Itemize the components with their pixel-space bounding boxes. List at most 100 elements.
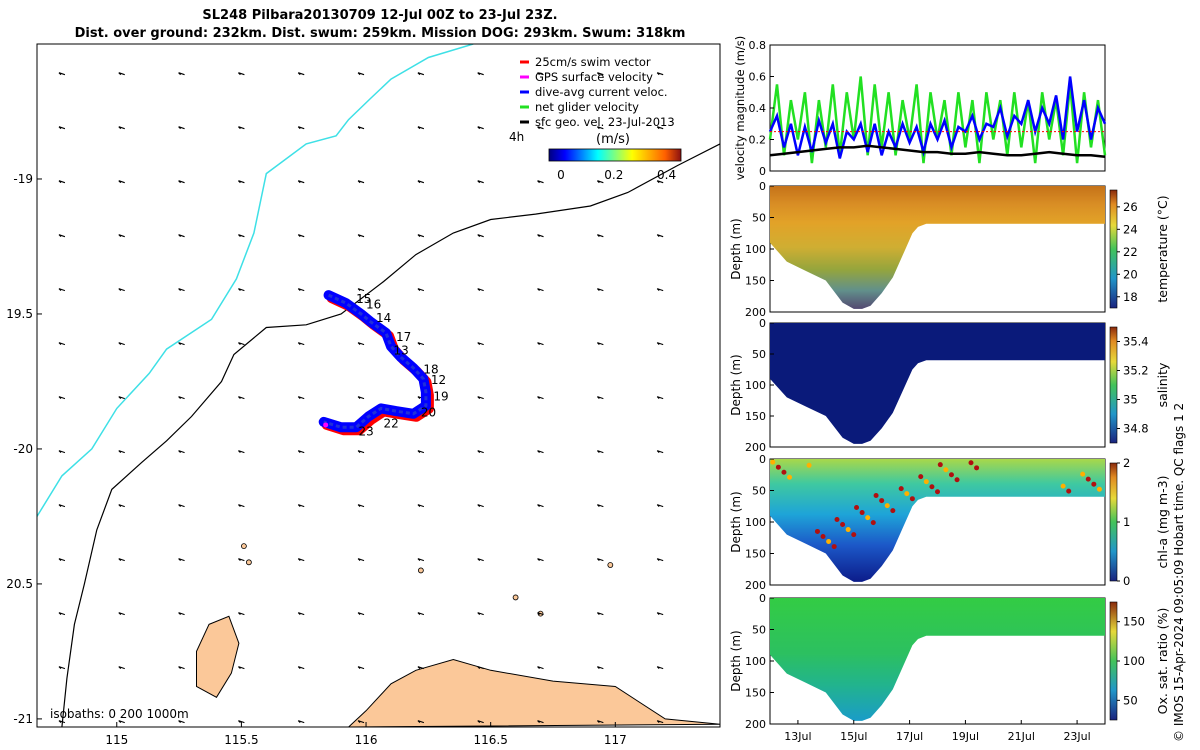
y-tick-label: 200 bbox=[745, 718, 766, 731]
geo-velocity-arrow bbox=[537, 126, 544, 130]
x-tick-label: 116 bbox=[355, 733, 378, 747]
geo-velocity-arrow bbox=[118, 720, 125, 724]
x-tick-label: 115 bbox=[105, 733, 128, 747]
geo-velocity-arrow bbox=[118, 396, 125, 400]
geo-velocity-arrow bbox=[58, 612, 66, 616]
island bbox=[196, 615, 240, 698]
geo-velocity-arrow bbox=[537, 558, 544, 562]
colorbar bbox=[1109, 601, 1118, 721]
geo-velocity-arrow bbox=[417, 288, 425, 292]
geo-velocity-arrow bbox=[238, 396, 245, 400]
geo-velocity-arrow bbox=[656, 342, 664, 346]
geo-velocity-arrow bbox=[178, 396, 185, 400]
geo-velocity-arrow bbox=[297, 288, 305, 292]
day-label: 17 bbox=[396, 330, 411, 344]
geo-velocity-arrow bbox=[178, 450, 185, 454]
chl-sample-point bbox=[870, 520, 876, 526]
day-label: 13 bbox=[393, 343, 408, 357]
islet bbox=[607, 562, 614, 568]
islet bbox=[245, 559, 252, 566]
geo-velocity-arrow bbox=[537, 396, 544, 400]
legend-label: net glider velocity bbox=[535, 100, 639, 114]
geo-velocity-arrow bbox=[297, 126, 305, 130]
geo-velocity-arrow bbox=[417, 558, 425, 562]
geo-velocity-arrow bbox=[357, 504, 365, 508]
colorbar-label: salinity bbox=[1155, 362, 1170, 407]
day-label: 18 bbox=[423, 362, 438, 376]
geo-velocity-arrow bbox=[656, 72, 664, 76]
geo-velocity-arrow bbox=[656, 288, 664, 292]
x-tick-label: 23Jul bbox=[1063, 730, 1090, 743]
y-tick-label: 0 bbox=[759, 592, 766, 605]
geo-velocity-arrow bbox=[58, 126, 66, 130]
geo-velocity-arrow bbox=[417, 72, 425, 76]
y-tick-label: -19 bbox=[13, 172, 33, 186]
geo-velocity-arrow bbox=[118, 342, 125, 346]
geo-velocity-arrow bbox=[357, 180, 365, 184]
colorbar-tick-label: 20 bbox=[1123, 267, 1138, 281]
geo-velocity-arrow bbox=[297, 234, 305, 238]
geo-velocity-arrow bbox=[118, 126, 125, 130]
geo-velocity-arrow bbox=[596, 126, 604, 130]
geo-velocity-arrow bbox=[118, 504, 125, 508]
geo-velocity-arrow bbox=[178, 288, 185, 292]
geo-velocity-arrow bbox=[537, 234, 544, 238]
islet bbox=[240, 543, 247, 550]
chl-sample-point bbox=[826, 539, 832, 545]
y-tick-label: 150 bbox=[745, 410, 766, 423]
geo-velocity-arrow bbox=[596, 666, 604, 670]
geo-velocity-arrow bbox=[417, 342, 425, 346]
geo-velocity-arrow bbox=[238, 558, 245, 562]
geo-velocity-arrow bbox=[58, 180, 66, 184]
map-frame bbox=[36, 43, 721, 728]
x-tick-label: 115.5 bbox=[224, 733, 258, 747]
depth-section-fill bbox=[770, 186, 1105, 309]
y-tick-label: 0 bbox=[759, 180, 766, 193]
geo-velocity-arrow bbox=[238, 180, 245, 184]
geo-velocity-arrow bbox=[477, 558, 484, 562]
geo-velocity-arrow bbox=[58, 288, 66, 292]
day-label: 23 bbox=[359, 424, 374, 438]
y-tick-label: 100 bbox=[745, 655, 766, 668]
colorbar-tick-label: 150 bbox=[1123, 615, 1145, 629]
y-tick-label: 50 bbox=[752, 485, 766, 498]
geo-velocity-arrow bbox=[238, 72, 245, 76]
geo-velocity-arrow bbox=[297, 612, 305, 616]
velocity-colorbar bbox=[548, 148, 682, 162]
geo-velocity-arrow bbox=[417, 180, 425, 184]
y-tick-label: 0.4 bbox=[749, 102, 767, 115]
chl-sample-point bbox=[1096, 486, 1102, 492]
geo-velocity-arrow bbox=[178, 558, 185, 562]
y-tick-label: 0.8 bbox=[749, 39, 767, 52]
geo-velocity-arrow bbox=[656, 450, 664, 454]
chl-sample-point bbox=[1066, 488, 1072, 494]
geo-velocity-arrow bbox=[357, 126, 365, 130]
geo-velocity-arrow bbox=[596, 234, 604, 238]
geo-velocity-arrow bbox=[118, 180, 125, 184]
day-label: 19 bbox=[433, 389, 448, 403]
y-tick-label: 200 bbox=[745, 306, 766, 319]
chl-sample-point bbox=[1060, 483, 1066, 489]
y-tick-label: 0.2 bbox=[749, 134, 767, 147]
velocity-series-line bbox=[769, 144, 1106, 159]
chl-sample-point bbox=[909, 496, 915, 502]
chl-sample-point bbox=[770, 459, 776, 465]
colorbar-tick-label: 50 bbox=[1123, 693, 1138, 707]
colorbar bbox=[1109, 189, 1118, 309]
day-label: 14 bbox=[376, 311, 391, 325]
y-tick-label: 0 bbox=[759, 165, 766, 178]
x-tick-label: 19Jul bbox=[952, 730, 979, 743]
chl-sample-point bbox=[904, 491, 910, 497]
geo-velocity-arrow bbox=[357, 288, 365, 292]
geo-velocity-arrow bbox=[58, 234, 66, 238]
y-tick-label: 50 bbox=[752, 348, 766, 361]
chl-sample-point bbox=[974, 465, 980, 471]
geo-velocity-arrow bbox=[477, 612, 484, 616]
colorbar-tick-label: 2 bbox=[1123, 456, 1130, 470]
geo-velocity-arrow bbox=[417, 612, 425, 616]
x-tick-label: 15Jul bbox=[840, 730, 867, 743]
geo-velocity-arrow bbox=[596, 720, 604, 724]
y-tick-label: 200 bbox=[745, 441, 766, 454]
